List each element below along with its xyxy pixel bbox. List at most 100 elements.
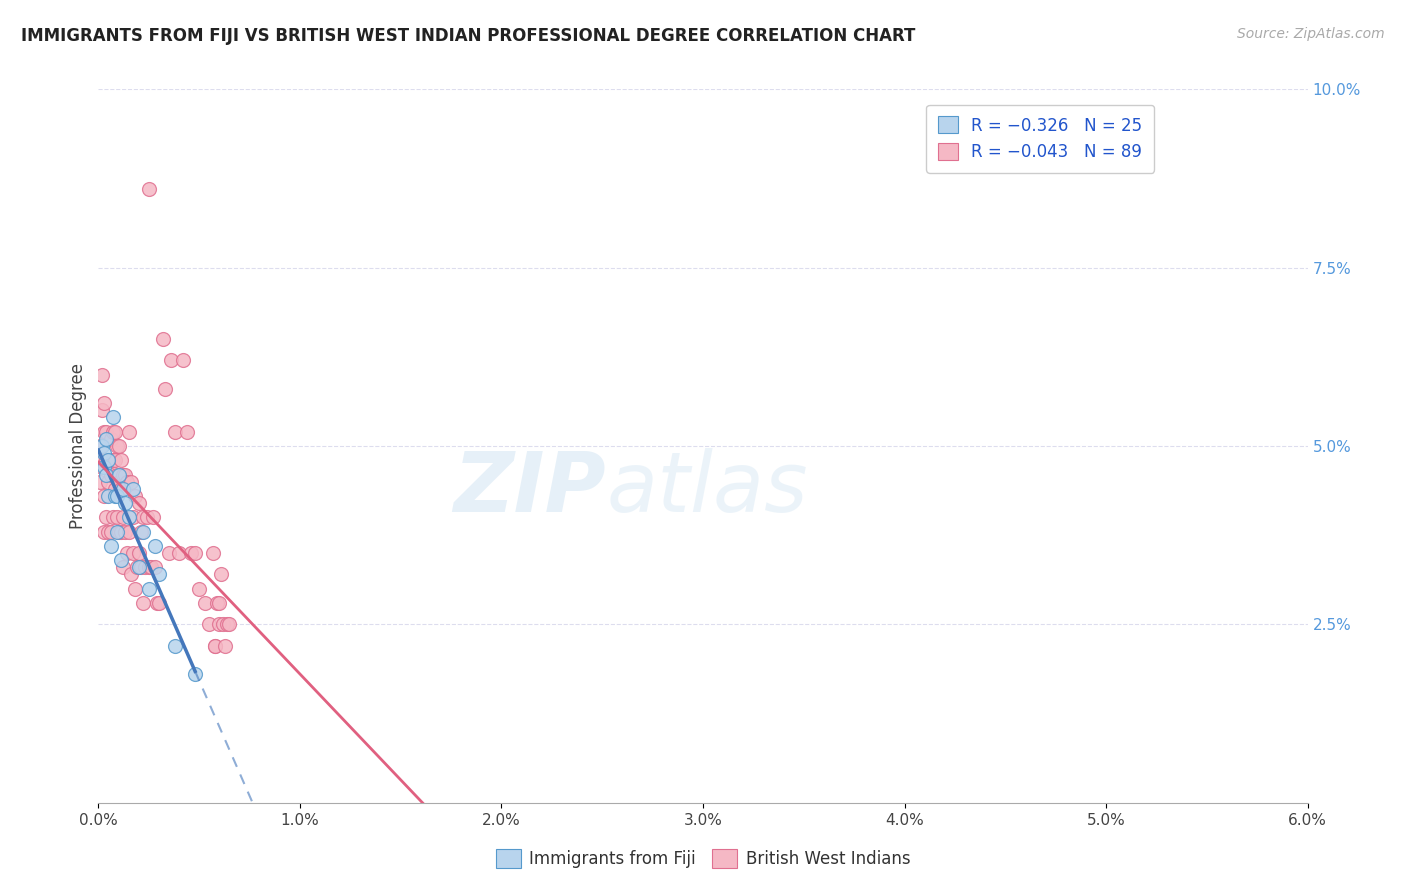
Point: [114, 496, 136, 510]
Point: [125, 560, 148, 574]
Point: [143, 539, 166, 553]
Point: [118, 425, 141, 439]
Point: [128, 496, 150, 510]
Point: [138, 582, 160, 596]
Point: [148, 596, 170, 610]
Point: [96, 467, 118, 482]
Point: [163, 425, 186, 439]
Point: [121, 510, 143, 524]
Point: [97, 453, 120, 467]
Point: [118, 524, 141, 539]
Point: [101, 510, 124, 524]
Point: [101, 453, 124, 467]
Point: [114, 524, 136, 539]
Text: IMMIGRANTS FROM FIJI VS BRITISH WEST INDIAN PROFESSIONAL DEGREE CORRELATION CHAR: IMMIGRANTS FROM FIJI VS BRITISH WEST IND…: [21, 27, 915, 45]
Point: [96, 453, 118, 467]
Point: [107, 524, 129, 539]
Point: [160, 353, 183, 368]
Point: [128, 546, 150, 560]
Point: [172, 353, 194, 368]
Point: [110, 482, 132, 496]
Point: [208, 617, 231, 632]
Point: [107, 439, 129, 453]
Point: [105, 510, 128, 524]
Point: [212, 617, 235, 632]
Point: [120, 475, 142, 489]
Point: [105, 467, 128, 482]
Point: [93, 446, 115, 460]
Point: [101, 425, 124, 439]
Point: [129, 560, 152, 574]
Point: [146, 596, 169, 610]
Point: [118, 510, 141, 524]
Point: [124, 489, 146, 503]
Point: [91, 403, 114, 417]
Point: [107, 467, 129, 482]
Point: [110, 453, 132, 467]
Point: [121, 546, 143, 560]
Point: [138, 182, 160, 196]
Point: [132, 596, 155, 610]
Point: [114, 467, 136, 482]
Point: [115, 546, 138, 560]
Point: [110, 553, 132, 567]
Point: [89, 439, 111, 453]
Point: [100, 524, 122, 539]
Point: [103, 482, 125, 496]
Point: [100, 432, 122, 446]
Point: [97, 475, 120, 489]
Point: [93, 396, 115, 410]
Point: [91, 460, 114, 475]
Point: [105, 489, 128, 503]
Point: [134, 560, 156, 574]
Point: [217, 617, 239, 632]
Point: [180, 546, 202, 560]
Point: [148, 567, 170, 582]
Point: [124, 582, 146, 596]
Point: [97, 524, 120, 539]
Point: [96, 432, 118, 446]
Point: [176, 425, 198, 439]
Legend: R = −0.326   N = 25, R = −0.043   N = 89: R = −0.326 N = 25, R = −0.043 N = 89: [927, 104, 1154, 173]
Point: [111, 467, 134, 482]
Y-axis label: Professional Degree: Professional Degree: [69, 363, 87, 529]
Point: [204, 639, 226, 653]
Point: [121, 482, 143, 496]
Point: [111, 560, 134, 574]
Point: [96, 510, 118, 524]
Point: [132, 510, 155, 524]
Text: ZIP: ZIP: [454, 449, 606, 529]
Point: [93, 489, 115, 503]
Point: [208, 596, 231, 610]
Point: [97, 489, 120, 503]
Point: [209, 567, 232, 582]
Point: [93, 524, 115, 539]
Point: [93, 460, 115, 475]
Point: [115, 475, 138, 489]
Point: [129, 524, 152, 539]
Point: [138, 560, 160, 574]
Point: [204, 639, 226, 653]
Point: [218, 617, 240, 632]
Point: [157, 546, 180, 560]
Point: [163, 639, 186, 653]
Point: [207, 596, 229, 610]
Point: [143, 560, 166, 574]
Point: [103, 425, 125, 439]
Point: [111, 482, 134, 496]
Point: [96, 425, 118, 439]
Point: [139, 560, 162, 574]
Point: [153, 382, 176, 396]
Point: [107, 475, 129, 489]
Point: [214, 639, 236, 653]
Point: [105, 439, 128, 453]
Point: [184, 667, 207, 681]
Point: [103, 453, 125, 467]
Point: [198, 617, 221, 632]
Legend: Immigrants from Fiji, British West Indians: Immigrants from Fiji, British West India…: [489, 843, 917, 875]
Point: [111, 510, 134, 524]
Point: [91, 439, 114, 453]
Point: [120, 567, 142, 582]
Point: [89, 453, 111, 467]
Point: [105, 524, 128, 539]
